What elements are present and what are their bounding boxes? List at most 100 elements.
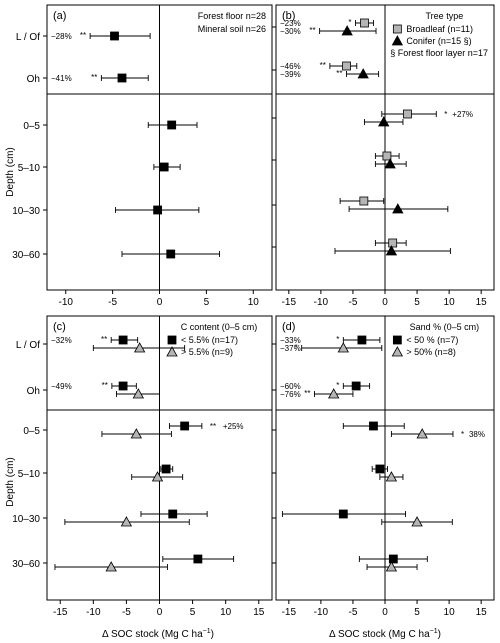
data-point-marker [151, 471, 164, 482]
significance-mark: ** [91, 73, 97, 82]
percent-change-label: +25% [223, 422, 244, 431]
x-axis-title-right-main: Δ SOC stock (Mg C ha [329, 629, 430, 640]
data-point-marker [359, 196, 369, 206]
data-point-marker [403, 109, 412, 119]
percent-change-label: −39% [280, 70, 301, 79]
data-point-marker [105, 561, 117, 572]
y-category-label: 30–60 [12, 559, 40, 570]
y-category-label: 30–60 [12, 250, 40, 261]
significance-mark: ** [336, 69, 342, 78]
data-point-marker [118, 335, 128, 345]
data-point-marker [130, 428, 143, 439]
percent-change-label: −60% [280, 382, 301, 391]
x-tick-label: -5 [108, 297, 117, 308]
y-category-label: 10–30 [12, 206, 40, 217]
x-tick-label: 5 [414, 297, 420, 308]
significance-mark: * [461, 430, 464, 439]
legend-marker [392, 24, 402, 34]
y-category-label: 0–5 [23, 426, 40, 437]
data-point-marker [117, 73, 127, 83]
data-point-marker [411, 516, 423, 527]
x-tick-label: -15 [282, 607, 297, 618]
legend-marker [166, 346, 178, 357]
significance-mark: ** [102, 381, 108, 390]
x-tick-label: -5 [348, 297, 357, 308]
data-point-marker [328, 388, 340, 399]
percent-change-label: −41% [51, 74, 72, 83]
legend-entry-label: < 50 % (n=7) [406, 335, 458, 345]
x-tick-label: 0 [157, 607, 163, 618]
legend-title: Tree type [426, 11, 464, 21]
legend-entry-label: > 50% (n=8) [406, 347, 456, 357]
significance-mark: ** [304, 389, 310, 398]
legend-title: C content (0–5 cm) [181, 322, 258, 332]
legend-note: § Forest floor layer n=17 [390, 48, 488, 58]
x-tick-label: 10 [444, 297, 456, 308]
x-tick-label: -5 [122, 607, 131, 618]
data-point-marker [118, 381, 128, 391]
x-axis-title-left-main: Δ SOC stock (Mg C ha [102, 629, 203, 640]
x-tick-label: -10 [86, 607, 101, 618]
data-point-marker [120, 516, 133, 527]
panel-letter: (b) [282, 10, 295, 22]
panel-c: (c) -15 -10 -5 0 5 10 15 L / Of Oh 0–5 5–10 10–30 30–… [12, 315, 273, 618]
y-axis-title-top: Depth (cm) [5, 147, 16, 196]
y-axis-title-bottom: Depth (cm) [5, 457, 16, 506]
legend-entry-label: Conifer (n=15 §) [406, 36, 471, 46]
data-point-marker [385, 561, 398, 572]
x-tick-label: 10 [248, 297, 260, 308]
x-tick-label: -10 [314, 297, 329, 308]
legend-title: Sand % (0–5 cm) [410, 322, 480, 332]
x-tick-label: 15 [253, 607, 265, 618]
y-category-label: 10–30 [12, 514, 40, 525]
x-tick-label: 10 [220, 607, 232, 618]
y-category-label: L / Of [16, 340, 40, 351]
x-tick-label: 0 [382, 297, 388, 308]
x-axis-title-left-end: ) [211, 629, 214, 640]
x-tick-label: -15 [282, 297, 297, 308]
x-tick-label: 10 [444, 607, 456, 618]
significance-mark: ** [309, 26, 315, 35]
x-axis-title-left-sup: −1 [203, 628, 211, 635]
significance-mark: * [336, 335, 339, 344]
data-point-marker [384, 158, 396, 169]
significance-mark: * [295, 343, 298, 352]
x-tick-label: 15 [476, 297, 488, 308]
x-tick-label: -5 [348, 607, 357, 618]
data-point-marker [388, 238, 398, 248]
data-point-marker [168, 509, 178, 519]
x-tick-label: 15 [476, 607, 488, 618]
panel-d: (d) -15 -10 -5 0 5 10 15 Sand % (0–5 cm) < 50 % (… [272, 315, 495, 618]
data-point-marker [133, 342, 146, 353]
data-point-marker [132, 388, 145, 399]
x-axis-title-right-end: ) [438, 629, 441, 640]
x-tick-label: 5 [190, 607, 196, 618]
x-tick-label: 5 [204, 297, 210, 308]
significance-mark: ** [80, 31, 86, 40]
x-tick-label: 5 [414, 607, 420, 618]
data-point-marker [385, 471, 398, 482]
percent-change-label: −23% [280, 19, 301, 28]
percent-change-label: −33% [280, 336, 301, 345]
data-point-marker [161, 464, 171, 474]
panel-b: (b) -15 -10 -5 0 5 10 15 Tree type Broadleaf (n=1… [272, 4, 495, 308]
percent-change-label: −76% [280, 390, 301, 399]
legend-marker [167, 335, 177, 345]
percent-change-label: +27% [452, 110, 473, 119]
panel-letter: (d) [282, 321, 295, 333]
data-point-marker [369, 421, 378, 431]
data-point-marker [338, 509, 348, 519]
legend-marker [391, 346, 404, 357]
significance-mark: ** [101, 335, 107, 344]
y-category-label: 0–5 [23, 121, 40, 132]
data-point-marker [378, 116, 390, 127]
legend-entry-label: < 5.5% (n=17) [181, 335, 238, 345]
data-point-marker [342, 61, 351, 71]
data-point-marker [375, 464, 385, 474]
legend-entry-label: > 5.5% (n=9) [181, 347, 233, 357]
y-category-label: L / Of [16, 32, 40, 43]
data-point-marker [166, 249, 176, 259]
percent-change-label: −37% [280, 344, 301, 353]
data-point-marker [110, 31, 119, 41]
